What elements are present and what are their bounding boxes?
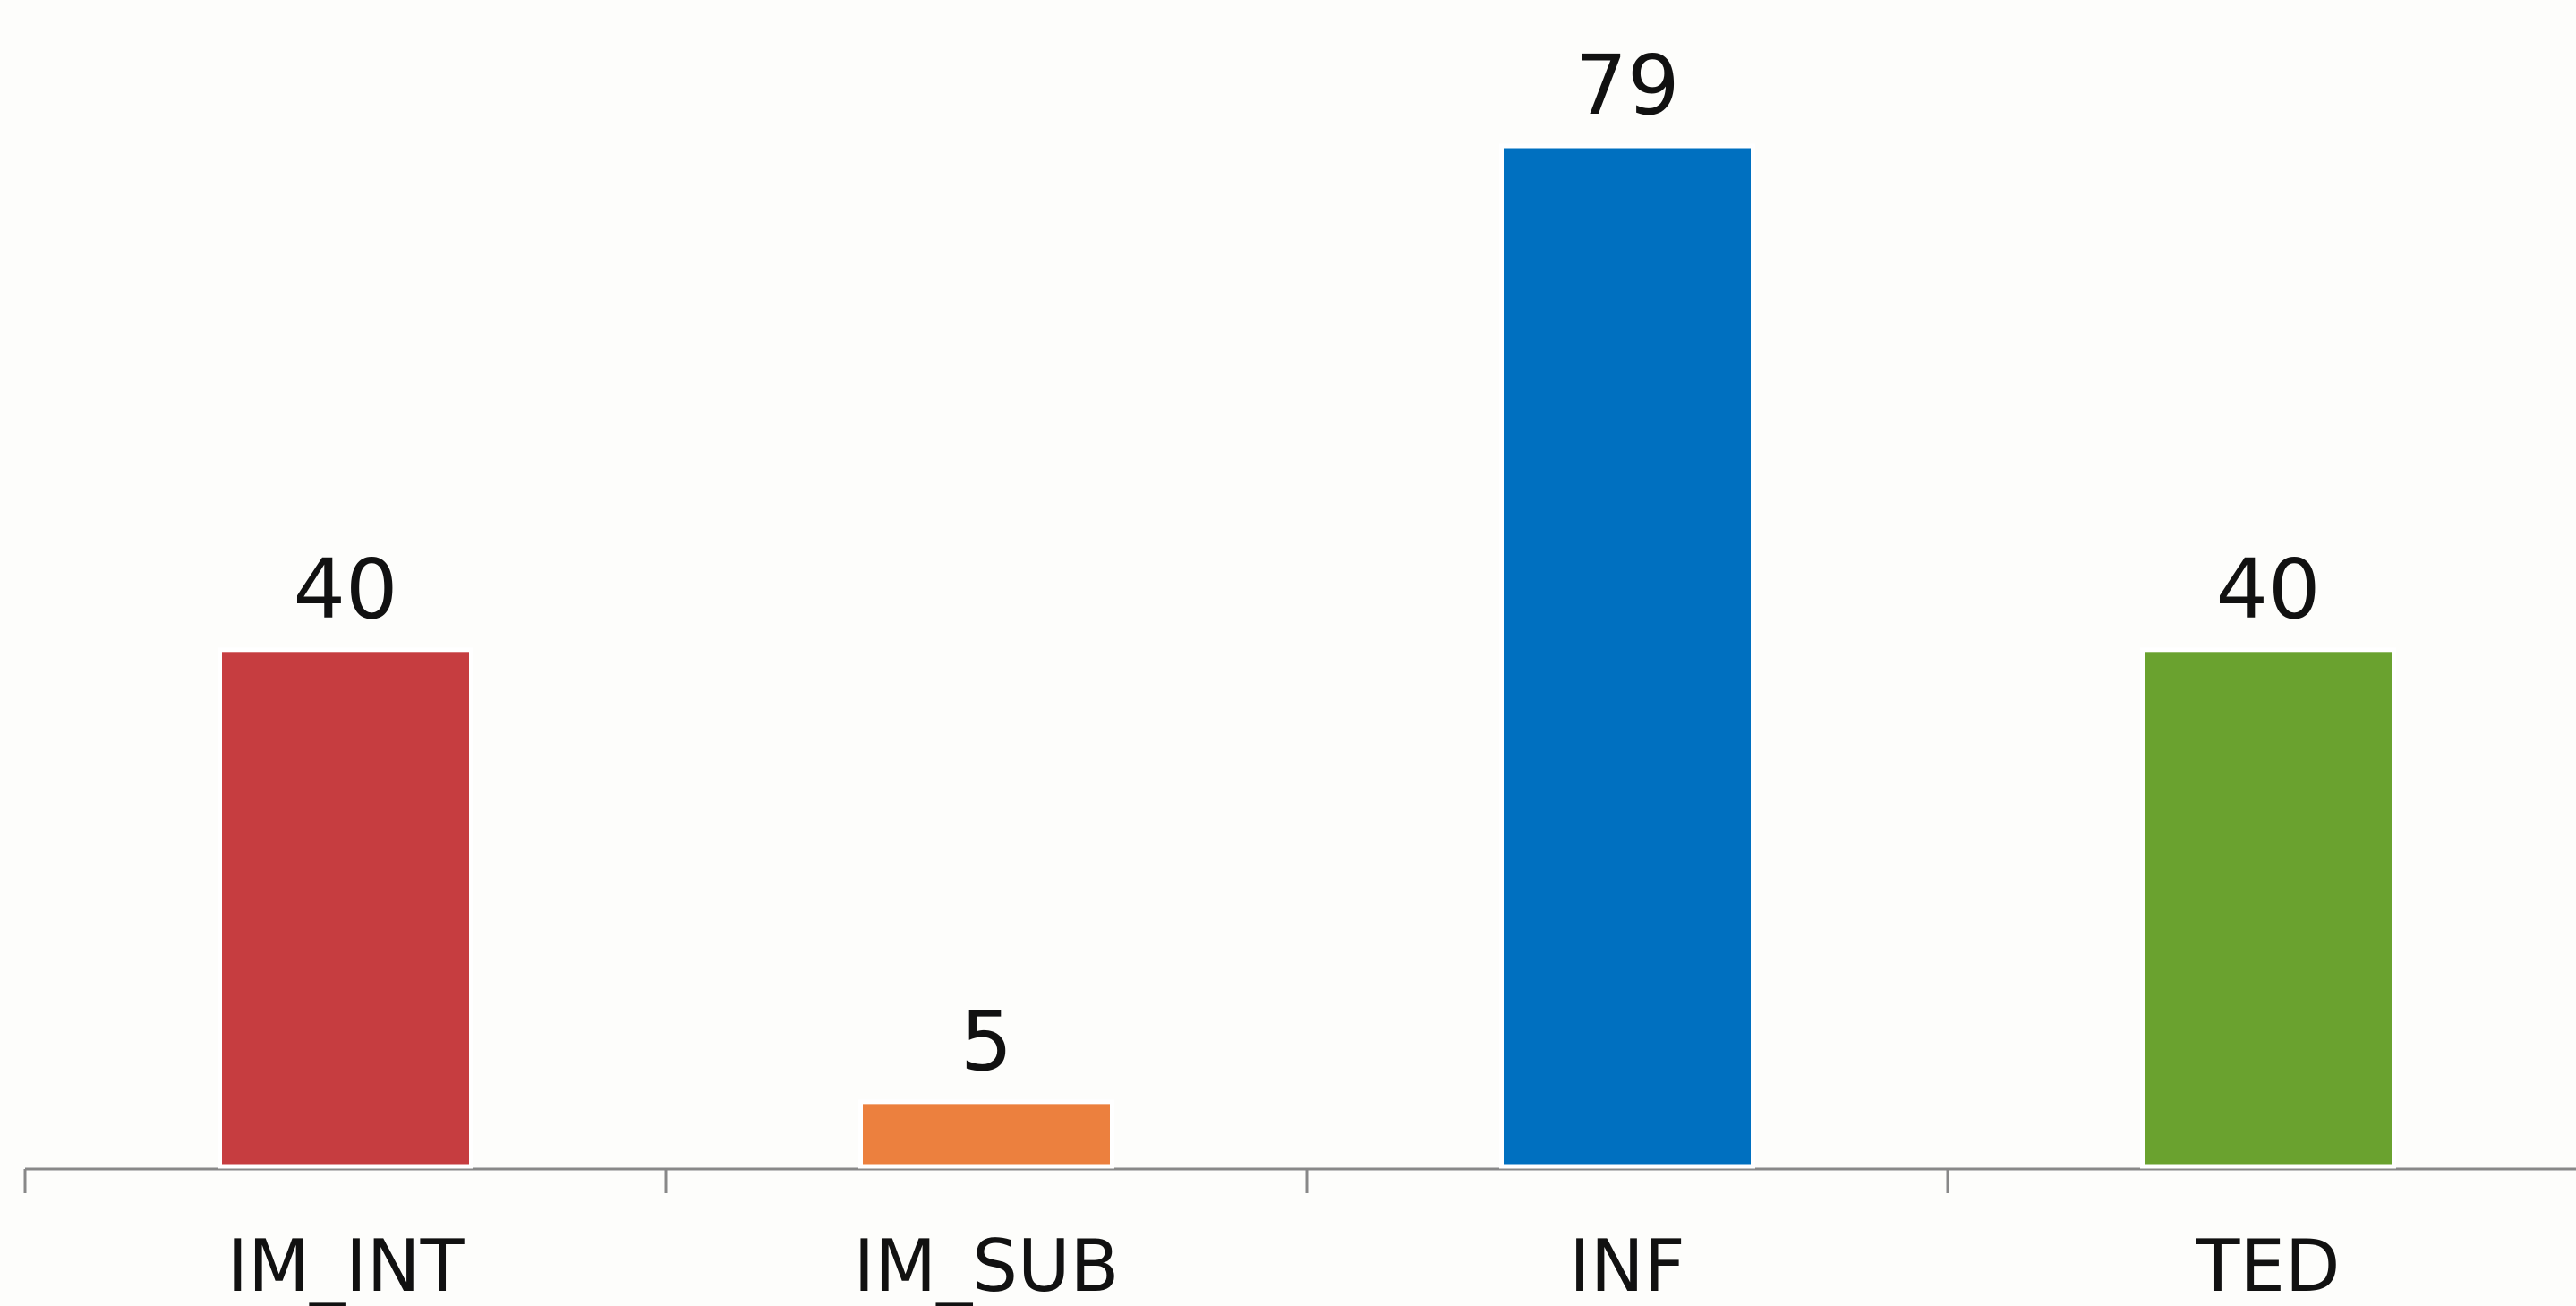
x-tick-label: IM_INT [227,1225,465,1306]
x-tick-label: INF [1569,1225,1685,1306]
value-label: 40 [2215,542,2320,637]
value-label: 79 [1574,38,1679,133]
bar [858,1099,1114,1169]
bar [2140,647,2396,1169]
bar [218,647,473,1169]
x-tick-label: IM_SUB [854,1225,1120,1306]
bar [1499,143,1755,1169]
x-tick-label: TED [2195,1225,2340,1306]
value-label: 5 [960,994,1013,1089]
value-label: 40 [293,542,397,637]
